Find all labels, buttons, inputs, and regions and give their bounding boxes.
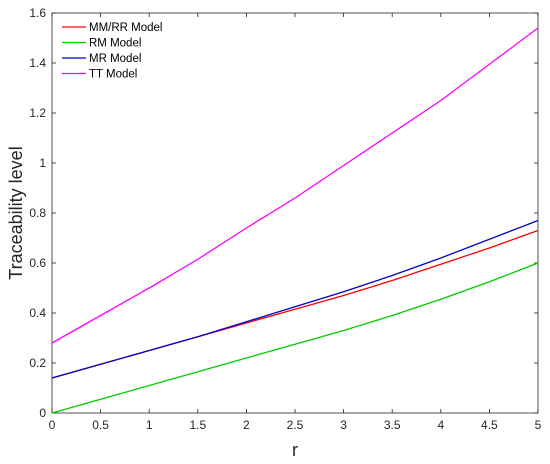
x-tick-label: 1.5 (189, 418, 206, 432)
plot-area (51, 12, 539, 414)
legend-label-mr-model: MR Model (89, 53, 141, 65)
x-tick-label: 0 (49, 418, 56, 432)
x-axis-label: r (292, 440, 298, 460)
x-tick-label: 5 (535, 418, 542, 432)
series-line-tt-model (51, 27, 539, 344)
y-tick-label: 0.6 (29, 256, 46, 270)
y-tick-label: 1.4 (29, 56, 46, 70)
y-tick-label: 0.2 (29, 356, 46, 370)
legend-label-mm-rr-model: MM/RR Model (89, 22, 162, 34)
y-tick-label: 0 (39, 406, 46, 420)
legend: MM/RR Model RM Model MR Model TT Model (62, 22, 162, 81)
x-tick-label: 0.5 (92, 418, 109, 432)
y-tick-label: 0.8 (29, 206, 46, 220)
x-tick-label: 2.5 (287, 418, 304, 432)
x-tick-label: 2 (243, 418, 250, 432)
x-tick-label: 1 (146, 418, 153, 432)
x-tick-label: 4 (437, 418, 444, 432)
x-tick-label: 3 (340, 418, 347, 432)
y-tick-label: 1 (39, 156, 46, 170)
legend-label-tt-model: TT Model (89, 69, 137, 81)
y-tick-label: 0.4 (29, 306, 46, 320)
series-lines (51, 27, 539, 414)
y-tick-label: 1.2 (29, 106, 46, 120)
y-axis: 0 0.2 0.4 0.6 0.8 1 1.2 1.4 1.6 (29, 6, 538, 420)
x-tick-label: 3.5 (384, 418, 401, 432)
x-tick-label: 4.5 (481, 418, 498, 432)
series-line-rm-model (51, 262, 539, 414)
y-tick-label: 1.6 (29, 6, 46, 20)
legend-label-rm-model: RM Model (89, 38, 141, 50)
x-axis: 0 0.5 1 1.5 2 2.5 3 3.5 4 4.5 5 (49, 13, 542, 432)
y-axis-label: Traceability level (6, 146, 26, 279)
series-line-mr-model (51, 219, 539, 379)
